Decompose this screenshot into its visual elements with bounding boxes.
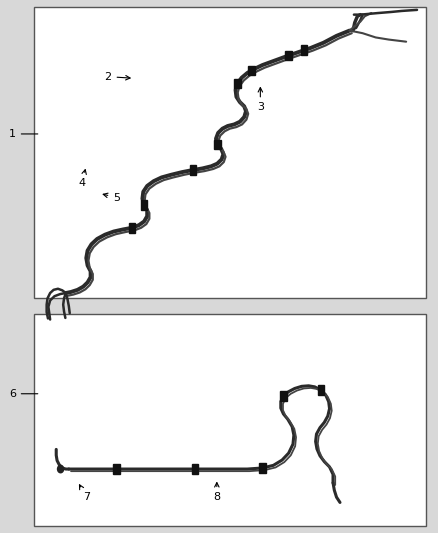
Bar [234, 79, 240, 88]
Bar [190, 165, 196, 175]
Bar [259, 463, 266, 473]
Text: 3: 3 [257, 87, 264, 112]
Text: 1: 1 [9, 129, 38, 139]
Bar [34, 7, 426, 298]
Text: 8: 8 [213, 482, 220, 502]
Bar [248, 66, 255, 75]
Bar [286, 51, 292, 60]
Bar [192, 464, 198, 474]
Bar [300, 45, 307, 55]
Bar [34, 314, 426, 526]
Bar [129, 223, 135, 232]
Text: 6: 6 [9, 389, 38, 399]
Text: 2: 2 [104, 71, 130, 82]
Bar [214, 140, 220, 149]
Text: 4: 4 [78, 169, 86, 188]
Text: 7: 7 [79, 485, 90, 502]
Bar [141, 200, 148, 210]
Text: 5: 5 [103, 192, 120, 203]
Circle shape [57, 465, 64, 473]
Bar [318, 385, 324, 395]
Bar [280, 391, 287, 401]
Bar [113, 464, 120, 474]
